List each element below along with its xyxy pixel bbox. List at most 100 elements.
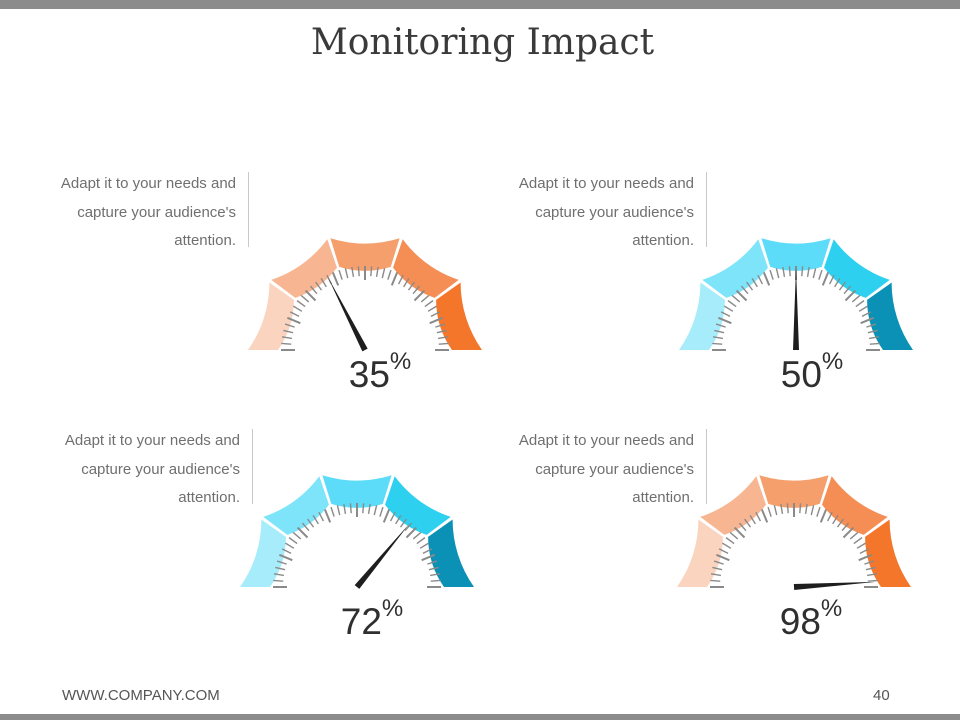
gauge-tick <box>786 503 789 514</box>
gauge-tick <box>395 515 402 525</box>
gauge-tick <box>424 300 434 308</box>
gauge-description: Adapt it to your needs and capture your … <box>50 427 240 513</box>
gauge-tick <box>858 305 868 312</box>
gauge-tick <box>869 342 880 345</box>
gauge-tick <box>338 269 343 280</box>
gauge-tick <box>381 268 386 279</box>
gauge-tick <box>780 503 784 515</box>
gauge-tick <box>867 579 878 582</box>
gauge-unit: % <box>381 595 404 622</box>
gauge-tick <box>755 511 762 522</box>
gauge-tick <box>288 537 298 545</box>
gauge-tick <box>438 342 449 345</box>
gauge-tick <box>740 285 749 295</box>
gauge-tick <box>760 509 769 523</box>
gauge-tick <box>751 278 758 288</box>
gauge-tick <box>420 294 430 303</box>
gauge-tick <box>436 329 447 334</box>
gauge-tick <box>300 294 310 303</box>
gauge-tick <box>419 542 429 549</box>
gauge-tick <box>832 515 839 525</box>
gauge-tick <box>281 336 293 340</box>
gauge-dial <box>237 465 477 590</box>
gauge-tick <box>834 278 841 288</box>
gauge-tick <box>422 548 433 555</box>
gauge-tick <box>865 566 876 571</box>
divider-line <box>252 429 253 504</box>
gauge-svg <box>677 475 911 590</box>
gauge-tick <box>828 274 835 285</box>
gauge-tick <box>773 505 778 516</box>
gauge-tick <box>287 316 301 325</box>
gauge-segment <box>263 476 329 535</box>
page-number: 40 <box>873 687 890 704</box>
gauge-tick <box>373 505 378 516</box>
gauge-segment <box>393 239 459 298</box>
description-line: Adapt it to your needs and <box>518 175 694 192</box>
gauge-tick <box>826 511 833 522</box>
gauge-tick <box>720 311 731 318</box>
gauge-segment <box>385 476 451 535</box>
gauge-tick <box>281 342 292 345</box>
description-line: capture your audience's <box>81 460 240 478</box>
gauge-tick <box>296 526 309 539</box>
gauge-tick <box>428 566 439 571</box>
gauge-tick <box>841 522 850 532</box>
gauge-tick <box>283 329 294 334</box>
gauge-tick <box>387 269 392 280</box>
gauge-description: Adapt it to your needs and capture your … <box>46 170 236 256</box>
gauge-segment <box>677 519 723 587</box>
gauge-segment <box>822 476 888 535</box>
gauge-tick <box>868 336 880 340</box>
description-line: capture your audience's <box>535 460 694 478</box>
gauge-tick <box>710 573 722 577</box>
gauge-segment <box>759 475 829 508</box>
gauge-tick <box>804 503 808 515</box>
gauge-tick <box>351 266 355 278</box>
gauge-needle <box>354 523 410 589</box>
gauge-tick <box>855 300 865 308</box>
gauge-tick <box>307 518 315 528</box>
gauge-tick <box>749 515 756 525</box>
gauge-tick <box>429 316 443 325</box>
gauge-tick <box>370 266 373 277</box>
gauge-tick <box>816 506 821 517</box>
gauge-tick <box>782 266 786 278</box>
gauge-segment <box>761 238 831 271</box>
gauge-tick <box>412 531 422 540</box>
gauge-tick <box>292 531 302 540</box>
gauge-tick <box>821 272 830 286</box>
gauge-tick <box>389 511 396 522</box>
gauge-tick <box>818 269 823 280</box>
description-line: Adapt it to your needs and <box>60 175 236 192</box>
gauge-dial <box>676 228 916 353</box>
gauge-tick <box>725 537 735 545</box>
description-line: attention. <box>174 232 236 249</box>
gauge-segment <box>865 519 911 587</box>
gauge-needle <box>793 268 799 350</box>
gauge-tick <box>427 560 438 565</box>
gauge-tick <box>289 311 300 318</box>
description-line: capture your audience's <box>77 203 236 221</box>
gauge-tick <box>344 268 349 279</box>
gauge-tick <box>397 274 404 285</box>
gauge-tick <box>412 285 421 295</box>
gauge-tick <box>729 531 739 540</box>
gauge-tick <box>722 542 732 549</box>
gauge-tick <box>806 266 810 278</box>
gauge-value: 98 <box>779 601 821 642</box>
gauge-segment <box>428 519 474 587</box>
gauge-tick <box>390 272 399 286</box>
gauge-tick <box>284 323 295 328</box>
divider-line <box>706 172 707 247</box>
gauge-tick <box>767 506 772 517</box>
gauge-tick <box>849 531 859 540</box>
gauge-tick <box>293 305 303 312</box>
description-line: capture your audience's <box>535 203 694 221</box>
gauge-tick <box>867 329 878 334</box>
gauge-tick <box>801 266 804 277</box>
gauge-tick <box>866 573 878 577</box>
gauge-tick <box>769 269 774 280</box>
gauge-tick <box>343 503 347 515</box>
gauge-value-label: 98% <box>711 597 911 643</box>
